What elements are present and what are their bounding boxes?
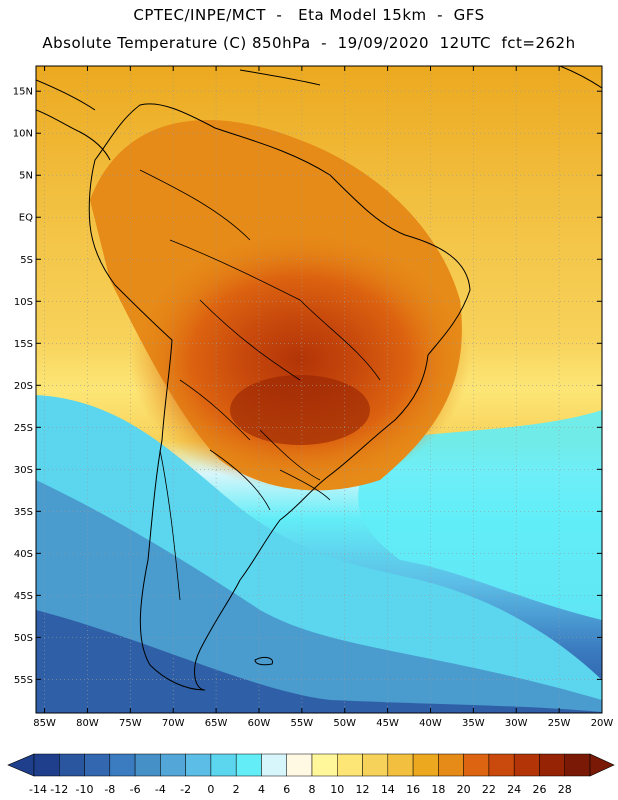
latitude-labels: 15N 10N 5N EQ 5S 10S 15S 20S 25S 30S 35S 40S 45S 50S 5… <box>13 87 33 686</box>
plot-area <box>36 66 602 713</box>
colorbar-label: 4 <box>258 783 265 796</box>
lat-label: 45S <box>14 591 33 602</box>
colorbar-swatch <box>286 753 313 777</box>
colorbar-labels: -14 -12 -10 -8 -6 -4 -2 0 2 4 6 8 10 12 14 16 18 20 22 24 26… <box>29 783 572 796</box>
lon-label: 65W <box>205 718 228 729</box>
lat-label: 35S <box>14 507 33 518</box>
colorbar-label: 12 <box>356 783 370 796</box>
colorbar-swatch <box>311 753 338 777</box>
colorbar-arrow-low <box>7 753 35 777</box>
chart-title-line1: CPTEC/INPE/MCT - Eta Model 15km - GFS <box>133 6 485 24</box>
colorbar-label: 6 <box>283 783 290 796</box>
lon-label: 30W <box>505 718 528 729</box>
colorbar-swatch <box>387 753 414 777</box>
colorbar-swatch <box>109 753 136 777</box>
colorbar-label: -14 <box>29 783 47 796</box>
colorbar-swatch <box>185 753 212 777</box>
colorbar-label: -12 <box>50 783 68 796</box>
colorbar-swatch <box>438 753 464 777</box>
colorbar-swatch <box>33 753 60 777</box>
colorbar-label: 26 <box>532 783 546 796</box>
colorbar-swatch <box>210 753 237 777</box>
lon-label: 80W <box>76 718 99 729</box>
lon-label: 45W <box>376 718 399 729</box>
colorbar-label: -10 <box>76 783 94 796</box>
lat-label: 20S <box>14 381 33 392</box>
coastline-caribbean <box>239 66 602 89</box>
lat-label: EQ <box>19 213 33 224</box>
colorbar-label: 0 <box>207 783 214 796</box>
chart-title-line2: Absolute Temperature (C) 850hPa - 19/09/… <box>42 34 576 52</box>
lat-label: 30S <box>14 465 33 476</box>
lon-label: 50W <box>333 718 356 729</box>
colorbar-swatch <box>59 753 85 777</box>
lon-label: 70W <box>162 718 185 729</box>
colorbar-label: 10 <box>330 783 344 796</box>
lat-label: 25S <box>14 423 33 434</box>
colorbar-swatch <box>412 753 439 777</box>
longitude-labels: 85W 80W 75W 70W 65W 60W 55W 50W 45W 40W 35W 30W 25W 2… <box>33 718 613 729</box>
colorbar-swatch <box>513 753 540 777</box>
colorbar-swatch <box>134 753 161 777</box>
lon-label: 75W <box>119 718 142 729</box>
axis-ticks <box>36 66 603 713</box>
colorbar-swatch <box>84 753 111 777</box>
lat-label: 15S <box>14 339 33 350</box>
lat-label: 5S <box>20 255 33 266</box>
colorbar-label: 16 <box>406 783 420 796</box>
colorbar-swatch <box>261 753 287 777</box>
internal-borders <box>139 169 381 601</box>
colorbar-label: 20 <box>457 783 471 796</box>
lon-label: 25W <box>548 718 571 729</box>
lon-label: 55W <box>291 718 314 729</box>
lon-label: 35W <box>462 718 485 729</box>
colorbar-label: -4 <box>155 783 166 796</box>
lat-label: 40S <box>14 549 33 560</box>
colorbar-label: 8 <box>309 783 316 796</box>
lat-label: 55S <box>14 675 33 686</box>
plot-frame <box>35 65 603 714</box>
lon-label: 20W <box>591 718 614 729</box>
colorbar <box>7 753 615 777</box>
cyan-band <box>358 410 602 620</box>
colorbar-swatch <box>539 753 565 777</box>
lat-label: 10N <box>13 129 33 140</box>
colorbar-swatch <box>337 753 363 777</box>
colorbar-swatch <box>564 753 591 777</box>
lat-label: 50S <box>14 633 33 644</box>
colorbar-label: 24 <box>507 783 521 796</box>
lat-label: 10S <box>14 297 33 308</box>
coastline-south-america <box>88 103 471 691</box>
colorbar-label: 18 <box>431 783 445 796</box>
colorbar-swatch <box>362 753 389 777</box>
lon-label: 40W <box>419 718 442 729</box>
falkland-islands <box>254 656 274 666</box>
colorbar-label: 28 <box>558 783 572 796</box>
colorbar-label: 22 <box>482 783 496 796</box>
colorbar-label: -2 <box>180 783 191 796</box>
colorbar-swatch <box>235 753 262 777</box>
colorbar-label: 2 <box>233 783 240 796</box>
lat-label: 5N <box>19 171 33 182</box>
colorbar-swatch <box>463 753 490 777</box>
colder-region <box>36 480 602 713</box>
colorbar-swatch <box>160 753 186 777</box>
colorbar-swatch <box>488 753 515 777</box>
lat-label: 15N <box>13 87 33 98</box>
colorbar-arrow-high <box>589 753 615 777</box>
lon-label: 85W <box>33 718 56 729</box>
hot-core <box>130 230 470 490</box>
colorbar-label: -6 <box>130 783 141 796</box>
lon-label: 60W <box>248 718 271 729</box>
coastline-central-america <box>36 79 111 161</box>
colorbar-label: 14 <box>381 783 395 796</box>
coldest-region <box>36 610 602 713</box>
colorbar-label: -8 <box>104 783 115 796</box>
